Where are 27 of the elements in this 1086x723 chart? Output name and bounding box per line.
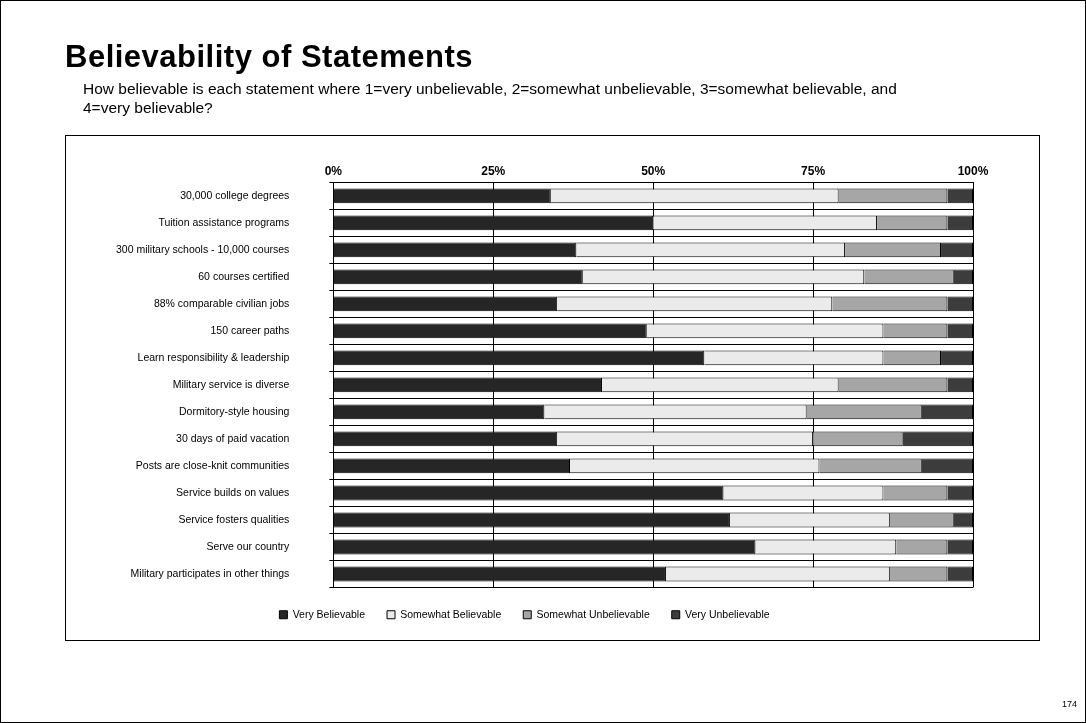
y-tick-label: 150 career paths <box>210 323 290 336</box>
legend-label: Very Unbelievable <box>684 607 770 620</box>
text: 174 <box>1061 699 1077 709</box>
y-tick-label: Military service is diverse <box>172 377 290 390</box>
y-tick-label: Posts are close-knit communities <box>135 458 290 471</box>
y-tick-label: Tuition assistance programs <box>158 215 290 228</box>
y-tick-label: 88% comparable civilian jobs <box>153 296 290 309</box>
legend-label: Somewhat Unbelievable <box>536 607 650 620</box>
x-tick-label: 50% <box>641 164 666 179</box>
y-tick-label: Dormitory-style housing <box>179 404 290 417</box>
y-tick-label: Serve our country <box>206 539 291 552</box>
y-tick-label: Military participates in other things <box>130 566 290 579</box>
y-tick-label: Learn responsibility & leadership <box>137 350 290 363</box>
chart-subtitle: How believable is each statement where 1=very unbelievable, 2=somewhat unbelievable, 3=somewhat believable, and 4=very believable? <box>83 79 898 117</box>
y-tick-label: 300 military schools - 10,000 courses <box>115 242 290 255</box>
x-tick-label: 25% <box>481 164 506 179</box>
x-tick-label: 100% <box>957 164 989 179</box>
y-tick-label: 30,000 college degrees <box>180 188 290 201</box>
y-tick-label: 30 days of paid vacation <box>176 431 290 444</box>
y-tick-label: 60 courses certified <box>198 269 290 282</box>
legend-label: Very Believable <box>292 607 366 620</box>
x-tick-label: 0% <box>324 164 343 179</box>
x-tick-label: 75% <box>801 164 826 179</box>
legend-label: Somewhat Believable <box>400 607 502 620</box>
y-tick-label: Service fosters qualities <box>178 512 290 525</box>
chart-title: Believability of Statements <box>65 39 474 75</box>
y-tick-label: Service builds on values <box>176 485 290 498</box>
